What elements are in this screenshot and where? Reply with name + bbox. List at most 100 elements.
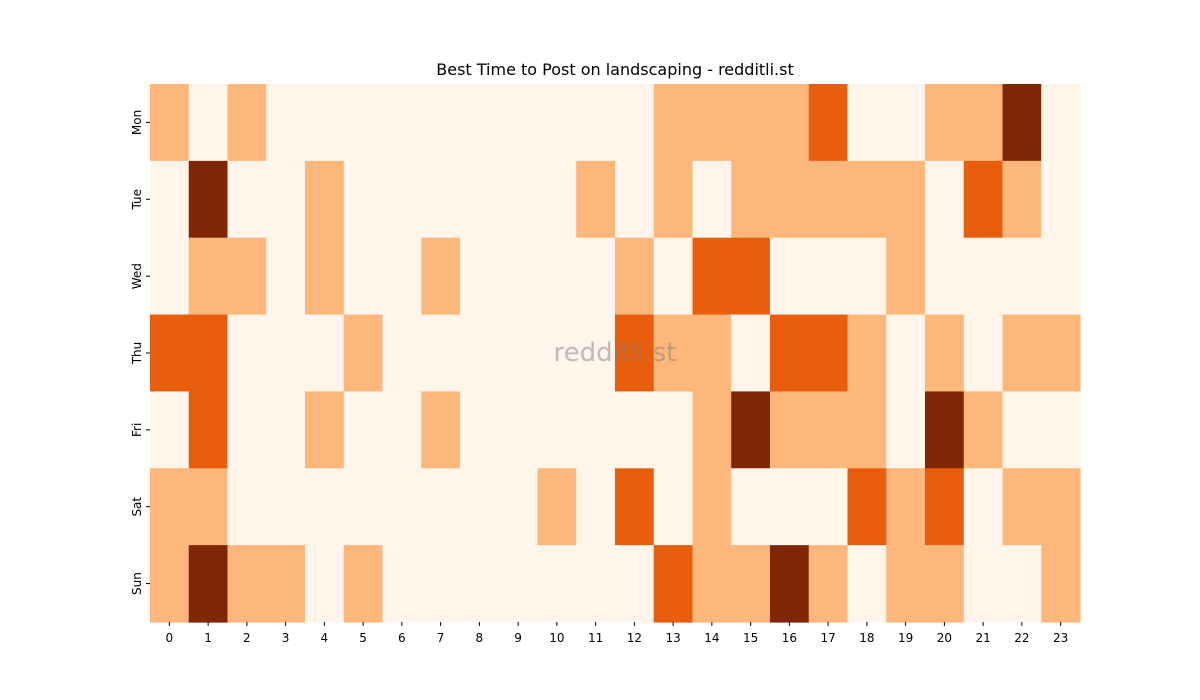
heatmap-cell-thu-12 [615, 314, 655, 393]
heatmap-cell-thu-15 [731, 314, 771, 393]
heatmap-cell-mon-14 [692, 84, 732, 162]
heatmap-cell-tue-13 [653, 160, 694, 239]
y-axis: Mon Tue Wed Thu Fri Sat Sun [130, 110, 150, 595]
heatmap-cell-thu-0 [150, 314, 190, 393]
heatmap-cell-mon-9 [498, 84, 539, 162]
heatmap-cell-thu-18 [847, 314, 887, 393]
heatmap-cell-thu-13 [653, 314, 694, 393]
heatmap-cell-wed-14 [692, 237, 732, 316]
heatmap-cell-sun-19 [886, 545, 926, 623]
x-tick-label: 22 [1014, 631, 1029, 645]
heatmap-cell-sun-13 [653, 545, 694, 623]
heatmap-cell-sat-19 [886, 468, 926, 546]
heatmap-cell-tue-5 [343, 160, 384, 239]
heatmap-cell-sat-4 [305, 468, 345, 546]
heatmap-cell-fri-19 [886, 391, 926, 469]
heatmap-cell-mon-13 [653, 84, 694, 162]
heatmap-cell-tue-18 [847, 160, 887, 239]
heatmap-cell-tue-1 [188, 160, 229, 239]
heatmap-cell-wed-19 [886, 237, 926, 316]
heatmap-cell-wed-7 [421, 237, 461, 316]
heatmap-cell-thu-2 [227, 314, 267, 393]
heatmap-cell-tue-4 [305, 160, 345, 239]
x-tick-label: 12 [627, 631, 642, 645]
heatmap-cell-mon-23 [1041, 84, 1081, 162]
y-tick-label: Mon [130, 110, 144, 135]
x-tick-label: 9 [514, 631, 522, 645]
heatmap-cell-sun-15 [731, 545, 771, 623]
y-tick-label: Tue [130, 189, 144, 211]
heatmap-cell-wed-0 [150, 237, 190, 316]
heatmap-cell-tue-21 [963, 160, 1004, 239]
heatmap-cell-sun-9 [498, 545, 539, 623]
heatmap-cell-sat-3 [266, 468, 306, 546]
heatmap-cell-wed-22 [1002, 237, 1042, 316]
heatmap-cell-mon-19 [886, 84, 926, 162]
y-tick-label: Fri [130, 423, 144, 437]
heatmap-cell-mon-20 [925, 84, 965, 162]
heatmap-cell-sat-22 [1002, 468, 1042, 546]
heatmap-cell-tue-19 [886, 160, 926, 239]
heatmap-cell-thu-14 [692, 314, 732, 393]
heatmap-cell-thu-20 [925, 314, 965, 393]
heatmap-cell-tue-3 [266, 160, 306, 239]
x-tick-label: 18 [859, 631, 874, 645]
x-tick-label: 7 [437, 631, 445, 645]
x-tick-label: 15 [743, 631, 758, 645]
heatmap-cell-wed-4 [305, 237, 345, 316]
heatmap-cell-sat-1 [188, 468, 229, 546]
heatmap-cell-mon-21 [963, 84, 1004, 162]
heatmap-cell-sat-0 [150, 468, 190, 546]
heatmap-cell-tue-20 [925, 160, 965, 239]
heatmap-cell-fri-17 [808, 391, 849, 469]
y-tick-label: Thu [130, 342, 144, 366]
x-tick-label: 20 [937, 631, 952, 645]
heatmap-cell-tue-2 [227, 160, 267, 239]
x-tick-label: 14 [704, 631, 719, 645]
heatmap-cell-mon-15 [731, 84, 771, 162]
heatmap-cell-wed-12 [615, 237, 655, 316]
heatmap-cell-thu-6 [382, 314, 422, 393]
heatmap-cell-thu-11 [576, 314, 616, 393]
heatmap-cell-mon-11 [576, 84, 616, 162]
heatmap-cell-sat-12 [615, 468, 655, 546]
heatmap-cell-mon-12 [615, 84, 655, 162]
heatmap-cell-thu-22 [1002, 314, 1042, 393]
heatmap-cell-sat-13 [653, 468, 694, 546]
heatmap-cell-wed-2 [227, 237, 267, 316]
heatmap-cell-sun-23 [1041, 545, 1081, 623]
heatmap-cell-sat-21 [963, 468, 1004, 546]
heatmap-cell-mon-17 [808, 84, 849, 162]
x-tick-label: 17 [820, 631, 835, 645]
y-tick-label: Sat [130, 497, 144, 517]
heatmap-cell-sun-21 [963, 545, 1004, 623]
heatmap-cell-sat-9 [498, 468, 539, 546]
heatmap-cell-wed-18 [847, 237, 887, 316]
heatmap-cell-sun-3 [266, 545, 306, 623]
heatmap-cell-sat-10 [537, 468, 577, 546]
heatmap-cell-wed-3 [266, 237, 306, 316]
heatmap-cell-mon-4 [305, 84, 345, 162]
heatmap-cell-tue-17 [808, 160, 849, 239]
heatmap-cell-thu-16 [770, 314, 810, 393]
heatmap-cell-wed-16 [770, 237, 810, 316]
heatmap-cell-sun-18 [847, 545, 887, 623]
watermark: redditli.st [554, 338, 677, 368]
x-tick-label: 8 [476, 631, 484, 645]
heatmap-cell-tue-12 [615, 160, 655, 239]
heatmap-cell-wed-5 [343, 237, 384, 316]
x-axis: 0 1 2 3 4 5 6 7 8 9 10 11 12 13 14 15 16 17 18 19 20 21 22 23 [166, 622, 1068, 645]
heatmap-cell-sat-16 [770, 468, 810, 546]
heatmap-cell-sat-5 [343, 468, 384, 546]
heatmap-cell-sat-17 [808, 468, 849, 546]
heatmap-cell-sun-8 [460, 545, 500, 623]
heatmap-cell-wed-13 [653, 237, 694, 316]
heatmap-cell-thu-5 [343, 314, 384, 393]
heatmap-cell-sun-0 [150, 545, 190, 623]
heatmap-cell-fri-10 [537, 391, 577, 469]
heatmap-cell-sat-6 [382, 468, 422, 546]
heatmap-cell-thu-7 [421, 314, 461, 393]
heatmap-cell-fri-13 [653, 391, 694, 469]
heatmap-cell-sun-16 [770, 545, 810, 623]
